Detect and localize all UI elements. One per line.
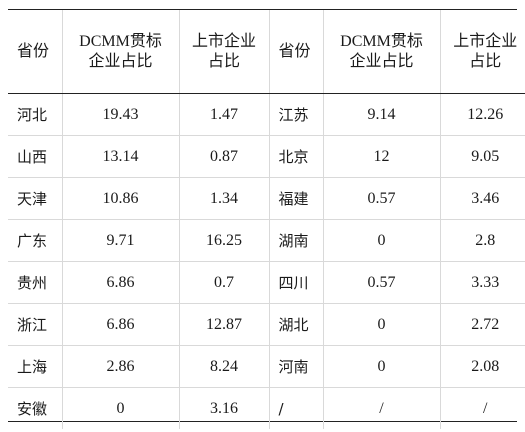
header-row: 省份 DCMM贯标 企业占比 上市企业 占比 省份 DCMM贯标 企业占比 上市… <box>8 10 525 94</box>
province-cell: 安徽 <box>8 387 63 429</box>
province-cell: 江苏 <box>268 93 324 136</box>
dcmm-cell: 0 <box>323 345 441 388</box>
listed-cell: 2.08 <box>440 345 525 388</box>
province-cell: 河北 <box>8 93 63 136</box>
table-row: 贵州 6.86 0.7 四川 0.57 3.33 <box>8 261 525 304</box>
listed-cell: 1.34 <box>179 177 270 220</box>
province-cell: 山西 <box>8 135 63 178</box>
province-cell: 湖南 <box>268 219 324 262</box>
province-cell: 广东 <box>8 219 63 262</box>
listed-cell: 3.46 <box>440 177 525 220</box>
listed-cell: 12.87 <box>179 303 270 346</box>
dcmm-cell: 2.86 <box>62 345 180 388</box>
header-listed-line1: 上市企业 <box>453 32 518 50</box>
dcmm-cell: 0.57 <box>323 261 441 304</box>
table-body: 河北 19.43 1.47 江苏 9.14 12.26 山西 13.14 0.8… <box>8 93 525 429</box>
header-listed-line1: 上市企业 <box>191 32 256 50</box>
dcmm-cell: 9.14 <box>323 93 441 136</box>
header-province-right: 省份 <box>268 10 324 94</box>
dcmm-cell: 19.43 <box>62 93 180 136</box>
header-dcmm-right: DCMM贯标 企业占比 <box>323 10 441 94</box>
listed-cell: 9.05 <box>440 135 525 178</box>
province-cell: 福建 <box>268 177 324 220</box>
dcmm-cell: 0.57 <box>323 177 441 220</box>
province-cell: 天津 <box>8 177 63 220</box>
header-dcmm-line2: 企业占比 <box>349 52 414 70</box>
dcmm-cell: 10.86 <box>62 177 180 220</box>
province-cell: 湖北 <box>268 303 324 346</box>
header-dcmm-line1: DCMM贯标 <box>79 32 162 50</box>
header-dcmm-line1: DCMM贯标 <box>340 32 423 50</box>
header-province-left: 省份 <box>8 10 63 94</box>
header-dcmm-left: DCMM贯标 企业占比 <box>62 10 180 94</box>
listed-cell: 16.25 <box>179 219 270 262</box>
dcmm-cell: 13.14 <box>62 135 180 178</box>
listed-cell: 12.26 <box>440 93 525 136</box>
listed-cell: 1.47 <box>179 93 270 136</box>
province-cell: 河南 <box>268 345 324 388</box>
table-row: 安徽 0 3.16 / / / <box>8 387 525 429</box>
table-row: 广东 9.71 16.25 湖南 0 2.8 <box>8 219 525 262</box>
dcmm-cell: 0 <box>323 303 441 346</box>
province-cell: 四川 <box>268 261 324 304</box>
listed-cell: / <box>483 399 488 417</box>
province-cell: 浙江 <box>8 303 63 346</box>
listed-cell: 3.33 <box>440 261 525 304</box>
header-listed-left: 上市企业 占比 <box>179 10 270 94</box>
province-cell: 贵州 <box>8 261 63 304</box>
listed-cell: 2.72 <box>440 303 525 346</box>
table-row: 浙江 6.86 12.87 湖北 0 2.72 <box>8 303 525 346</box>
dcmm-cell: 9.71 <box>62 219 180 262</box>
province-cell: / <box>268 387 324 429</box>
province-cell: 上海 <box>8 345 63 388</box>
listed-cell: 0.7 <box>179 261 270 304</box>
header-listed-line2: 占比 <box>469 52 502 70</box>
dcmm-cell: 0 <box>62 387 180 429</box>
table-row: 天津 10.86 1.34 福建 0.57 3.46 <box>8 177 525 220</box>
table-row: 上海 2.86 8.24 河南 0 2.08 <box>8 345 525 388</box>
province-cell: 北京 <box>268 135 324 178</box>
header-listed-right: 上市企业 占比 <box>440 10 525 94</box>
dcmm-cell: 12 <box>323 135 441 178</box>
table-row: 河北 19.43 1.47 江苏 9.14 12.26 <box>8 93 525 136</box>
table-row: 山西 13.14 0.87 北京 12 9.05 <box>8 135 525 178</box>
dcmm-cell: 0 <box>323 219 441 262</box>
data-table: 省份 DCMM贯标 企业占比 上市企业 占比 省份 DCMM贯标 企业占比 上市… <box>8 10 525 429</box>
dcmm-cell: / <box>323 387 441 429</box>
listed-cell: 8.24 <box>179 345 270 388</box>
dcmm-cell: 6.86 <box>62 261 180 304</box>
header-dcmm-line2: 企业占比 <box>88 52 153 70</box>
listed-cell: 3.16 <box>179 387 270 429</box>
listed-cell: 0.87 <box>179 135 270 178</box>
header-listed-line2: 占比 <box>207 52 240 70</box>
dcmm-cell: 6.86 <box>62 303 180 346</box>
province-ratio-table: 省份 DCMM贯标 企业占比 上市企业 占比 省份 DCMM贯标 企业占比 上市… <box>8 9 525 429</box>
listed-cell: 2.8 <box>440 219 525 262</box>
